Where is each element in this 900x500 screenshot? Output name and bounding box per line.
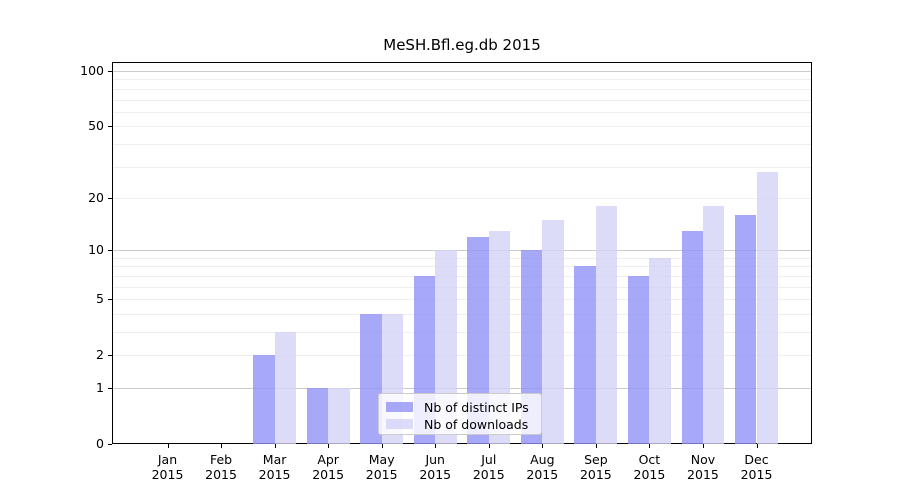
bar-distinct-ips-may bbox=[360, 313, 382, 444]
x-tick-label-nov: Nov 2015 bbox=[687, 452, 719, 482]
x-tick-label-aug: Aug 2015 bbox=[526, 452, 559, 482]
gridline-minor-7 bbox=[113, 275, 811, 277]
y-tick-label-5: 5 bbox=[96, 291, 104, 307]
bar-distinct-ips-sep bbox=[574, 266, 596, 444]
gridline-minor-6 bbox=[113, 286, 811, 288]
y-tick-1 bbox=[108, 387, 112, 389]
x-tick-feb bbox=[221, 444, 223, 448]
bar-downloads-aug bbox=[542, 219, 564, 444]
gridline-minor-90 bbox=[113, 79, 811, 81]
bar-downloads-dec bbox=[756, 171, 778, 444]
x-tick-dec bbox=[756, 444, 758, 448]
bar-distinct-ips-nov bbox=[681, 230, 703, 444]
gridline-minor-60 bbox=[113, 111, 811, 113]
y-tick-0 bbox=[108, 444, 112, 445]
x-tick-label-oct: Oct 2015 bbox=[633, 452, 666, 482]
bar-downloads-sep bbox=[595, 206, 618, 444]
y-tick-50 bbox=[108, 126, 112, 128]
bar-distinct-ips-dec bbox=[735, 215, 757, 444]
x-tick-oct bbox=[649, 444, 651, 448]
x-tick-aug bbox=[542, 444, 544, 448]
x-tick-label-feb: Feb 2015 bbox=[205, 452, 237, 482]
y-tick-20 bbox=[108, 197, 112, 199]
gridline-minor-40 bbox=[113, 143, 811, 145]
y-tick-label-10: 10 bbox=[88, 242, 104, 258]
y-tick-label-20: 20 bbox=[88, 189, 104, 205]
legend-label-distinct-ips: Nb of distinct IPs bbox=[424, 399, 529, 415]
y-tick-2 bbox=[108, 355, 112, 357]
legend-label-downloads: Nb of downloads bbox=[424, 416, 529, 432]
y-tick-label-2: 2 bbox=[96, 347, 104, 363]
legend-swatch-distinct-ips bbox=[386, 402, 413, 412]
x-tick-jul bbox=[488, 444, 490, 448]
gridline-major-1 bbox=[113, 387, 811, 389]
gridline-minor-5 bbox=[113, 299, 811, 301]
gridline-minor-2 bbox=[113, 355, 811, 357]
x-tick-may bbox=[381, 444, 383, 448]
y-tick-label-100: 100 bbox=[80, 63, 104, 79]
gridline-minor-80 bbox=[113, 88, 811, 90]
bar-downloads-jul bbox=[488, 230, 511, 444]
y-tick-10 bbox=[108, 250, 112, 252]
bar-downloads-nov bbox=[702, 206, 725, 444]
x-tick-jan bbox=[167, 444, 169, 448]
x-tick-label-jul: Jul 2015 bbox=[472, 452, 505, 482]
chart-title: MeSH.Bfl.eg.db 2015 bbox=[383, 36, 541, 54]
legend-entry-distinct-ips: Nb of distinct IPs bbox=[386, 399, 529, 415]
legend: Nb of distinct IPs Nb of downloads bbox=[378, 393, 542, 435]
x-tick-jun bbox=[435, 444, 437, 448]
gridline-minor-50 bbox=[113, 126, 811, 128]
gridline-major-100 bbox=[113, 71, 811, 73]
legend-swatch-downloads bbox=[386, 419, 413, 429]
x-tick-label-jan: Jan 2015 bbox=[151, 452, 184, 482]
legend-entry-downloads: Nb of downloads bbox=[386, 416, 529, 432]
x-tick-label-may: May 2015 bbox=[365, 452, 398, 482]
y-tick-100 bbox=[108, 71, 112, 73]
y-tick-5 bbox=[108, 299, 112, 301]
bar-downloads-mar bbox=[274, 331, 296, 444]
bar-distinct-ips-apr bbox=[306, 387, 329, 444]
x-tick-nov bbox=[702, 444, 704, 448]
y-tick-label-50: 50 bbox=[88, 118, 104, 134]
x-tick-label-apr: Apr 2015 bbox=[312, 452, 345, 482]
gridline-minor-20 bbox=[113, 197, 811, 199]
gridline-minor-3 bbox=[113, 331, 811, 333]
x-tick-label-mar: Mar 2015 bbox=[258, 452, 291, 482]
bar-distinct-ips-oct bbox=[628, 275, 650, 444]
x-tick-mar bbox=[274, 444, 276, 448]
x-tick-label-jun: Jun 2015 bbox=[419, 452, 452, 482]
gridline-minor-30 bbox=[113, 166, 811, 168]
bar-distinct-ips-mar bbox=[253, 355, 275, 444]
gridline-minor-4 bbox=[113, 313, 811, 315]
bar-downloads-apr bbox=[328, 387, 350, 444]
gridline-minor-8 bbox=[113, 266, 811, 268]
x-tick-sep bbox=[595, 444, 597, 448]
x-tick-label-sep: Sep 2015 bbox=[579, 452, 612, 482]
x-tick-label-dec: Dec 2015 bbox=[740, 452, 773, 482]
gridline-minor-9 bbox=[113, 257, 811, 259]
y-tick-label-0: 0 bbox=[96, 436, 104, 451]
x-tick-apr bbox=[328, 444, 330, 448]
gridline-minor-70 bbox=[113, 99, 811, 101]
bar-distinct-ips-jul bbox=[467, 236, 489, 444]
plot-area bbox=[112, 62, 812, 444]
gridline-major-10 bbox=[113, 250, 811, 252]
bar-downloads-oct bbox=[649, 257, 671, 444]
y-tick-label-1: 1 bbox=[96, 379, 104, 395]
